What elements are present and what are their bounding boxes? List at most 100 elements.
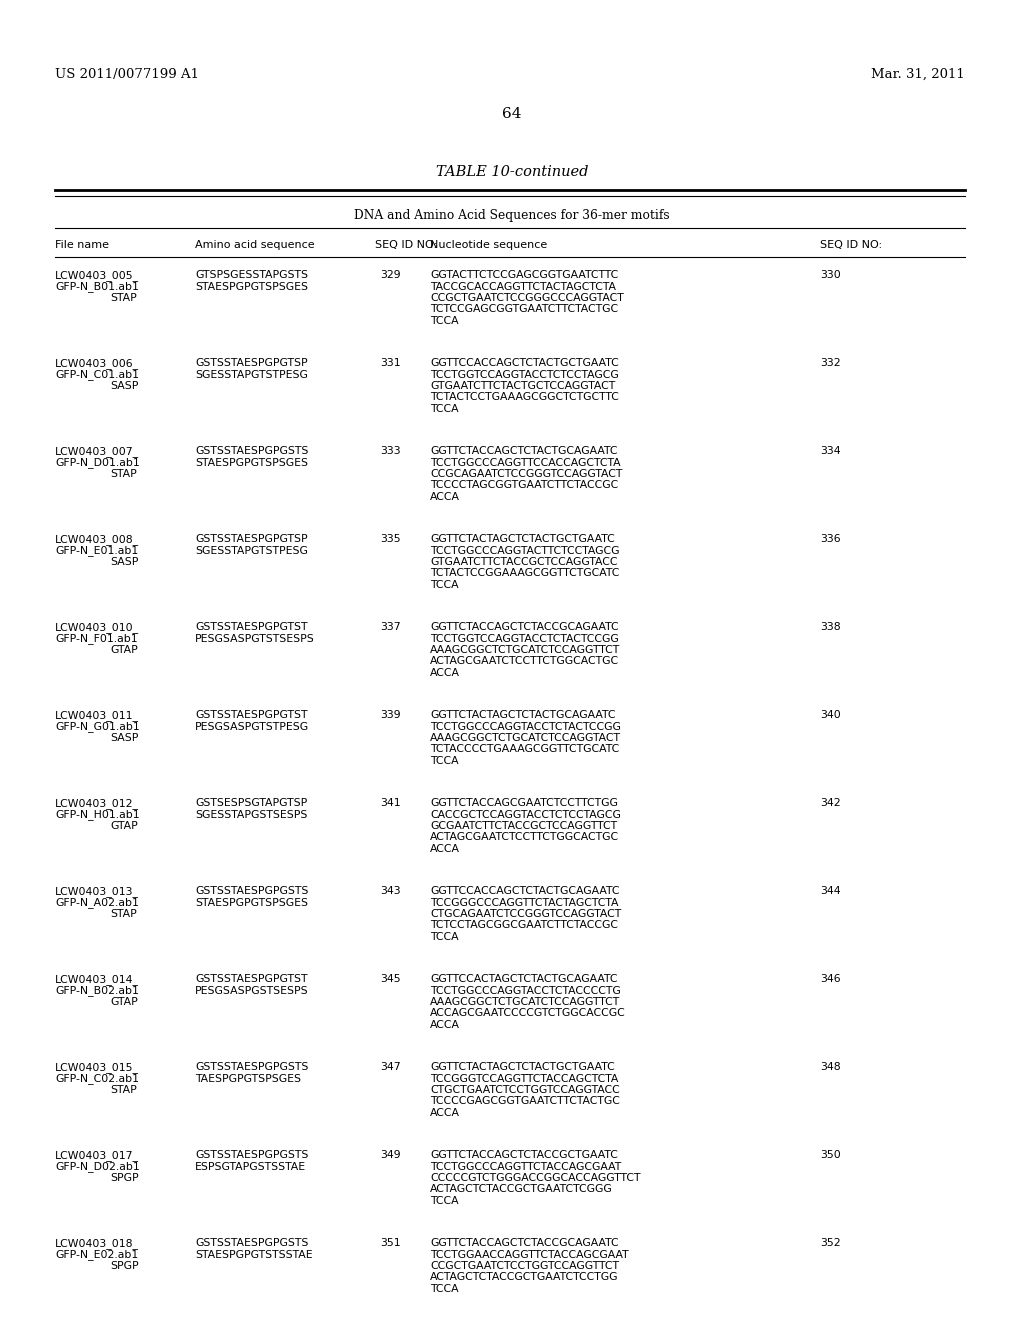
Text: GSTSSTAESPGPGSTS: GSTSSTAESPGPGSTS [195, 1150, 308, 1160]
Text: GSTSSTAESPGPGTSP: GSTSSTAESPGPGTSP [195, 535, 307, 544]
Text: 352: 352 [820, 1238, 841, 1247]
Text: CCGCTGAATCTCCGGGCCCAGGTACT: CCGCTGAATCTCCGGGCCCAGGTACT [430, 293, 624, 304]
Text: SGESSTAPGTSTPESG: SGESSTAPGTSTPESG [195, 545, 308, 556]
Text: GGTTCTACCAGCGAATCTCCTTCTGG: GGTTCTACCAGCGAATCTCCTTCTGG [430, 799, 617, 808]
Text: LCW0403_017_: LCW0403_017_ [55, 1150, 139, 1160]
Text: GFP-N_B01.ab1: GFP-N_B01.ab1 [55, 281, 139, 293]
Text: GSTSSTAESPGPGSTS: GSTSSTAESPGPGSTS [195, 1063, 308, 1072]
Text: CCGCTGAATCTCCTGGTCCAGGTTCT: CCGCTGAATCTCCTGGTCCAGGTTCT [430, 1261, 618, 1271]
Text: GFP-N_E01.ab1: GFP-N_E01.ab1 [55, 545, 138, 557]
Text: 339: 339 [380, 710, 400, 719]
Text: GSTSSTAESPGPGTST: GSTSSTAESPGPGTST [195, 622, 307, 632]
Text: SASP: SASP [110, 557, 138, 568]
Text: GSTSSTAESPGPGSTS: GSTSSTAESPGPGSTS [195, 886, 308, 896]
Text: TABLE 10-continued: TABLE 10-continued [436, 165, 588, 180]
Text: 338: 338 [820, 622, 841, 632]
Text: TACCGCACCAGGTTCTACTAGCTCTA: TACCGCACCAGGTTCTACTAGCTCTA [430, 281, 616, 292]
Text: LCW0403_007_: LCW0403_007_ [55, 446, 139, 457]
Text: SGESSTAPGTSTPESG: SGESSTAPGTSTPESG [195, 370, 308, 380]
Text: ACCA: ACCA [430, 843, 460, 854]
Text: ACTAGCGAATCTCCTTCTGGCACTGC: ACTAGCGAATCTCCTTCTGGCACTGC [430, 833, 620, 842]
Text: File name: File name [55, 240, 109, 249]
Text: Amino acid sequence: Amino acid sequence [195, 240, 314, 249]
Text: ACTAGCTCTACCGCTGAATCTCGGG: ACTAGCTCTACCGCTGAATCTCGGG [430, 1184, 612, 1195]
Text: 331: 331 [380, 358, 400, 368]
Text: AAAGCGGCTCTGCATCTCCAGGTTCT: AAAGCGGCTCTGCATCTCCAGGTTCT [430, 997, 621, 1007]
Text: SASP: SASP [110, 381, 138, 391]
Text: PESGSASPGTSTPESG: PESGSASPGTSTPESG [195, 722, 309, 731]
Text: TCCA: TCCA [430, 1196, 459, 1206]
Text: GFP-N_B02.ab1: GFP-N_B02.ab1 [55, 986, 139, 997]
Text: TCCTGGTCCAGGTACCTCTCCTAGCG: TCCTGGTCCAGGTACCTCTCCTAGCG [430, 370, 618, 380]
Text: ACCA: ACCA [430, 1107, 460, 1118]
Text: 343: 343 [380, 886, 400, 896]
Text: 348: 348 [820, 1063, 841, 1072]
Text: GTAP: GTAP [110, 997, 138, 1007]
Text: 347: 347 [380, 1063, 400, 1072]
Text: CTGCTGAATCTCCTGGTCCAGGTACC: CTGCTGAATCTCCTGGTCCAGGTACC [430, 1085, 620, 1096]
Text: GTAP: GTAP [110, 645, 138, 655]
Text: LCW0403_010_: LCW0403_010_ [55, 622, 139, 632]
Text: TCCA: TCCA [430, 1284, 459, 1294]
Text: GFP-N_G01.ab1: GFP-N_G01.ab1 [55, 722, 139, 733]
Text: LCW0403_008_: LCW0403_008_ [55, 535, 139, 545]
Text: GFP-N_A02.ab1: GFP-N_A02.ab1 [55, 898, 139, 908]
Text: TCCTGGCCCAGGTACCTCTACCCCTG: TCCTGGCCCAGGTACCTCTACCCCTG [430, 986, 621, 995]
Text: STAESPGPGTSPSGES: STAESPGPGTSPSGES [195, 898, 308, 908]
Text: GTGAATCTTCTACCGCTCCAGGTACC: GTGAATCTTCTACCGCTCCAGGTACC [430, 557, 617, 568]
Text: GTAP: GTAP [110, 821, 138, 832]
Text: GFP-N_D02.ab1: GFP-N_D02.ab1 [55, 1162, 139, 1172]
Text: LCW0403_014_: LCW0403_014_ [55, 974, 139, 985]
Text: 344: 344 [820, 886, 841, 896]
Text: PESGSASPGTSTSESPS: PESGSASPGTSTSESPS [195, 634, 314, 644]
Text: TCCGGGCCCAGGTTCTACTAGCTCTA: TCCGGGCCCAGGTTCTACTAGCTCTA [430, 898, 618, 908]
Text: 345: 345 [380, 974, 400, 983]
Text: Nucleotide sequence: Nucleotide sequence [430, 240, 547, 249]
Text: 337: 337 [380, 622, 400, 632]
Text: CCCCCGTCTGGGACCGGCACCAGGTTCT: CCCCCGTCTGGGACCGGCACCAGGTTCT [430, 1173, 640, 1183]
Text: SGESSTAPGSTSESPS: SGESSTAPGSTSESPS [195, 809, 307, 820]
Text: GGTTCTACTAGCTCTACTGCAGAATC: GGTTCTACTAGCTCTACTGCAGAATC [430, 710, 615, 719]
Text: TCTCCTAGCGGCGAATCTTCTACCGC: TCTCCTAGCGGCGAATCTTCTACCGC [430, 920, 618, 931]
Text: TCCA: TCCA [430, 932, 459, 942]
Text: ACCA: ACCA [430, 668, 460, 678]
Text: GTSPSGESSTAPGSTS: GTSPSGESSTAPGSTS [195, 271, 308, 280]
Text: 335: 335 [380, 535, 400, 544]
Text: SPGP: SPGP [110, 1261, 138, 1271]
Text: GSTSSTAESPGPGSTS: GSTSSTAESPGPGSTS [195, 1238, 308, 1247]
Text: STAESPGPGTSPSGES: STAESPGPGTSPSGES [195, 281, 308, 292]
Text: SPGP: SPGP [110, 1173, 138, 1183]
Text: GGTACTTCTCCGAGCGGTGAATCTTC: GGTACTTCTCCGAGCGGTGAATCTTC [430, 271, 618, 280]
Text: TCCCCGAGCGGTGAATCTTCTACTGC: TCCCCGAGCGGTGAATCTTCTACTGC [430, 1097, 620, 1106]
Text: ESPSGTAPGSTSSTAE: ESPSGTAPGSTSSTAE [195, 1162, 306, 1172]
Text: US 2011/0077199 A1: US 2011/0077199 A1 [55, 69, 199, 81]
Text: LCW0403_011_: LCW0403_011_ [55, 710, 139, 721]
Text: GFP-N_H01.ab1: GFP-N_H01.ab1 [55, 809, 139, 821]
Text: LCW0403_015_: LCW0403_015_ [55, 1063, 139, 1073]
Text: GSTSSTAESPGPGTSP: GSTSSTAESPGPGTSP [195, 358, 307, 368]
Text: 332: 332 [820, 358, 841, 368]
Text: LCW0403_012_: LCW0403_012_ [55, 799, 139, 809]
Text: TCCTGGCCCAGGTACCTCTACTCCGG: TCCTGGCCCAGGTACCTCTACTCCGG [430, 722, 621, 731]
Text: TCCTGGCCCAGGTTCCACCAGCTCTA: TCCTGGCCCAGGTTCCACCAGCTCTA [430, 458, 621, 467]
Text: GGTTCTACTAGCTCTACTGCTGAATC: GGTTCTACTAGCTCTACTGCTGAATC [430, 535, 614, 544]
Text: 336: 336 [820, 535, 841, 544]
Text: TCCTGGCCCAGGTACTTCTCCTAGCG: TCCTGGCCCAGGTACTTCTCCTAGCG [430, 545, 620, 556]
Text: SEQ ID NO:: SEQ ID NO: [375, 240, 437, 249]
Text: DNA and Amino Acid Sequences for 36-mer motifs: DNA and Amino Acid Sequences for 36-mer … [354, 209, 670, 222]
Text: GFP-N_E02.ab1: GFP-N_E02.ab1 [55, 1250, 138, 1261]
Text: GGTTCTACTAGCTCTACTGCTGAATC: GGTTCTACTAGCTCTACTGCTGAATC [430, 1063, 614, 1072]
Text: 341: 341 [380, 799, 400, 808]
Text: LCW0403_006_: LCW0403_006_ [55, 358, 139, 368]
Text: GGTTCCACCAGCTCTACTGCAGAATC: GGTTCCACCAGCTCTACTGCAGAATC [430, 886, 620, 896]
Text: 342: 342 [820, 799, 841, 808]
Text: AAAGCGGCTCTGCATCTCCAGGTTCT: AAAGCGGCTCTGCATCTCCAGGTTCT [430, 645, 621, 655]
Text: GSTSESPSGTAPGTSP: GSTSESPSGTAPGTSP [195, 799, 307, 808]
Text: TCCA: TCCA [430, 404, 459, 414]
Text: 340: 340 [820, 710, 841, 719]
Text: GCGAATCTTCTACCGCTCCAGGTTCT: GCGAATCTTCTACCGCTCCAGGTTCT [430, 821, 617, 832]
Text: TCCTGGCCCAGGTTCTACCAGCGAAT: TCCTGGCCCAGGTTCTACCAGCGAAT [430, 1162, 622, 1172]
Text: 329: 329 [380, 271, 400, 280]
Text: AAAGCGGCTCTGCATCTCCAGGTACT: AAAGCGGCTCTGCATCTCCAGGTACT [430, 733, 621, 743]
Text: TCCA: TCCA [430, 756, 459, 766]
